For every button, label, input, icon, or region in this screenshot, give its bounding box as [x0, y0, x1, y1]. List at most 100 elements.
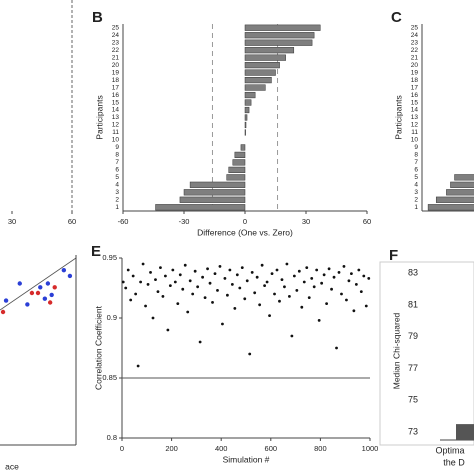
- y-tick-label: 18: [112, 77, 120, 84]
- y-tick-label: 12: [112, 122, 120, 129]
- bar: [244, 32, 315, 39]
- y-tick-label: 3: [115, 189, 119, 196]
- point: [17, 281, 22, 286]
- bar: [244, 106, 250, 114]
- point: [216, 289, 219, 292]
- point: [45, 281, 51, 286]
- point: [335, 346, 338, 350]
- y-tick-label: 5: [414, 174, 418, 181]
- point: [186, 310, 190, 314]
- point: [221, 322, 224, 326]
- point: [183, 263, 187, 267]
- point: [283, 285, 286, 289]
- y-tick-label: 8: [414, 152, 418, 159]
- y-tick-label: 3: [414, 189, 418, 196]
- point: [121, 280, 125, 284]
- point: [139, 280, 143, 284]
- point: [129, 298, 133, 302]
- bar: [244, 91, 256, 99]
- point: [235, 273, 239, 277]
- point: [295, 289, 299, 292]
- point: [300, 305, 304, 309]
- y-tick-label: 83: [408, 268, 418, 278]
- point: [317, 319, 321, 322]
- point: [166, 328, 170, 332]
- point: [136, 364, 140, 368]
- y-tick-label: 22: [411, 47, 419, 54]
- point: [255, 275, 259, 279]
- y-tick-label: 77: [408, 363, 418, 373]
- point: [188, 279, 192, 283]
- point: [156, 290, 160, 293]
- y-tick-label: 20: [411, 62, 419, 69]
- point: [243, 297, 247, 301]
- bar: [244, 84, 266, 91]
- panel-f-frame: [379, 261, 474, 446]
- point: [29, 290, 35, 296]
- point: [359, 290, 363, 293]
- bar: [244, 62, 280, 69]
- y-tick-label: 13: [411, 114, 419, 121]
- y-tick-label: 2: [414, 196, 418, 203]
- point: [223, 277, 227, 280]
- point: [25, 302, 30, 307]
- x-tick-label: 30: [302, 217, 310, 226]
- bar: [228, 166, 246, 173]
- bar: [226, 174, 246, 181]
- y-tick-label: 25: [112, 24, 120, 31]
- point: [67, 273, 73, 279]
- point: [151, 316, 155, 320]
- point: [312, 285, 316, 289]
- y-tick-label: 1: [414, 204, 418, 211]
- bar: [244, 77, 272, 84]
- point: [332, 275, 336, 279]
- panel-label: B: [92, 9, 103, 26]
- y-tick-label: 16: [112, 92, 120, 99]
- point: [248, 352, 252, 356]
- panel-label: F: [389, 247, 398, 264]
- x-tick-label: -60: [118, 217, 129, 226]
- point: [320, 281, 324, 285]
- point: [310, 277, 314, 280]
- point: [47, 300, 53, 305]
- x-tick-label: 200: [165, 444, 178, 453]
- bar: [450, 181, 474, 188]
- y-tick-label: 22: [112, 47, 120, 54]
- y-tick-label: 7: [115, 159, 119, 166]
- x-axis-label: ace: [5, 461, 19, 471]
- y-tick-label: 15: [411, 99, 419, 106]
- point: [228, 268, 232, 272]
- bar: [189, 181, 246, 188]
- point: [181, 287, 185, 291]
- bar: [244, 129, 246, 136]
- x-tick-label: 60: [68, 217, 76, 226]
- point: [154, 278, 157, 281]
- point: [367, 277, 371, 280]
- point: [350, 272, 353, 275]
- point: [230, 283, 234, 286]
- point: [307, 296, 311, 299]
- x-tick-label: Optima: [435, 445, 464, 455]
- y-tick-label: 21: [411, 54, 419, 61]
- y-tick-label: 75: [408, 395, 418, 405]
- bar: [454, 174, 474, 181]
- point: [342, 265, 346, 268]
- point: [176, 302, 180, 305]
- point: [193, 269, 197, 273]
- point: [270, 272, 274, 275]
- bar: [435, 196, 474, 203]
- x-tick-label: -30: [179, 217, 190, 226]
- x-tick-label: the D: [443, 457, 465, 467]
- y-tick-label: 24: [112, 32, 120, 39]
- y-tick-label: 0.8: [107, 433, 117, 442]
- bar: [244, 99, 252, 106]
- point: [275, 268, 279, 272]
- point: [357, 268, 361, 272]
- point: [238, 286, 242, 290]
- y-tick-label: 0.9: [107, 313, 117, 322]
- point: [258, 303, 262, 307]
- point: [168, 284, 172, 287]
- point: [159, 266, 162, 269]
- point: [203, 296, 207, 299]
